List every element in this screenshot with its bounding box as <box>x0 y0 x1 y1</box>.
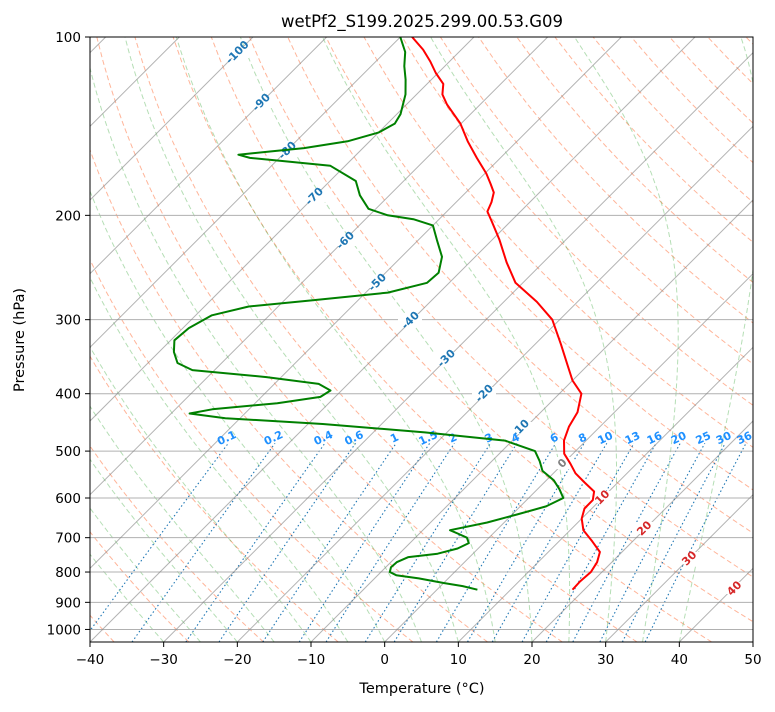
y-tick-label: 500 <box>55 444 81 460</box>
x-tick-label: 20 <box>523 652 540 668</box>
x-tick-label: −30 <box>149 652 178 668</box>
y-tick-label: 200 <box>55 208 81 224</box>
y-tick-label: 1000 <box>47 622 81 638</box>
y-tick-label: 100 <box>55 30 81 46</box>
chart-title: wetPf2_S199.2025.299.00.53.G09 <box>281 12 563 32</box>
x-tick-label: 0 <box>380 652 389 668</box>
x-tick-label: 30 <box>597 652 614 668</box>
y-axis-label: Pressure (hPa) <box>12 288 28 392</box>
y-tick-label: 800 <box>55 565 81 581</box>
x-tick-label: −20 <box>223 652 252 668</box>
y-tick-label: 600 <box>55 491 81 507</box>
plot-area <box>90 37 753 642</box>
x-tick-label: −40 <box>76 652 105 668</box>
x-tick-label: 40 <box>671 652 688 668</box>
x-tick-label: 10 <box>450 652 467 668</box>
y-tick-label: 900 <box>55 595 81 611</box>
y-tick-label: 400 <box>55 387 81 403</box>
x-tick-label: −10 <box>297 652 326 668</box>
y-tick-label: 300 <box>55 313 81 329</box>
y-tick-label: 700 <box>55 531 81 547</box>
x-axis-label: Temperature (°C) <box>358 681 484 697</box>
x-tick-label: 50 <box>744 652 761 668</box>
